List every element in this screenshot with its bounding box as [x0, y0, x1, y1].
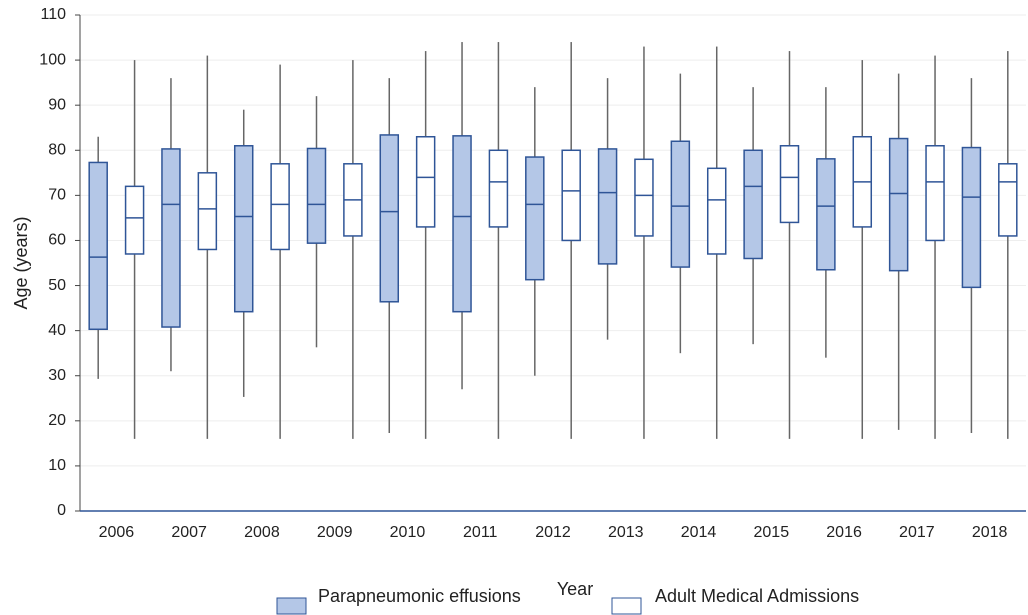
x-tick-label: 2014: [681, 524, 717, 541]
y-tick-label: 20: [48, 412, 66, 429]
box: [597, 148, 618, 265]
box: [88, 161, 108, 331]
box: [306, 147, 327, 244]
x-tick-label: 2007: [171, 524, 207, 541]
legend-swatch: [611, 597, 642, 615]
y-axis-title: Age (years): [11, 216, 31, 309]
box: [561, 149, 581, 242]
box: [488, 149, 509, 228]
box: [525, 156, 545, 281]
x-tick-label: 2009: [317, 524, 353, 541]
y-tick-label: 110: [40, 6, 66, 23]
legend-label: Adult Medical Admissions: [655, 586, 859, 606]
box: [634, 158, 654, 237]
y-tick-label: 10: [48, 457, 66, 474]
box: [743, 149, 763, 260]
x-tick-label: 2011: [463, 524, 498, 541]
box: [452, 135, 472, 313]
y-tick-label: 70: [48, 187, 66, 204]
box: [270, 163, 290, 251]
box: [379, 134, 400, 303]
box: [706, 167, 727, 255]
box: [888, 137, 909, 272]
x-tick-label: 2015: [754, 524, 790, 541]
y-tick-label: 60: [48, 232, 66, 249]
box: [233, 145, 254, 313]
box: [961, 146, 982, 289]
x-tick-label: 2010: [390, 524, 426, 541]
x-tick-label: 2008: [244, 524, 280, 541]
box: [925, 145, 945, 242]
y-tick-label: 90: [48, 96, 66, 113]
box: [998, 163, 1018, 237]
x-tick-label: 2017: [899, 524, 935, 541]
box: [415, 135, 436, 228]
y-tick-label: 30: [48, 367, 66, 384]
box: [779, 145, 800, 224]
y-tick-label: 40: [48, 322, 66, 339]
box: [124, 185, 145, 255]
box: [670, 140, 691, 268]
x-axis-title: Year: [557, 579, 593, 599]
x-tick-label: 2018: [972, 524, 1008, 541]
legend-label: Parapneumonic effusions: [318, 586, 521, 606]
box: [816, 158, 836, 271]
y-tick-label: 0: [57, 502, 66, 519]
x-tick-label: 2016: [826, 524, 862, 541]
x-tick-label: 2012: [535, 524, 571, 541]
x-tick-label: 2006: [99, 524, 135, 541]
y-tick-label: 50: [48, 277, 66, 294]
x-tick-label: 2013: [608, 524, 644, 541]
box: [161, 148, 181, 328]
legend-swatch: [276, 597, 307, 615]
box: [197, 172, 218, 251]
y-tick-label: 80: [48, 141, 66, 158]
y-tick-label: 100: [39, 51, 66, 68]
